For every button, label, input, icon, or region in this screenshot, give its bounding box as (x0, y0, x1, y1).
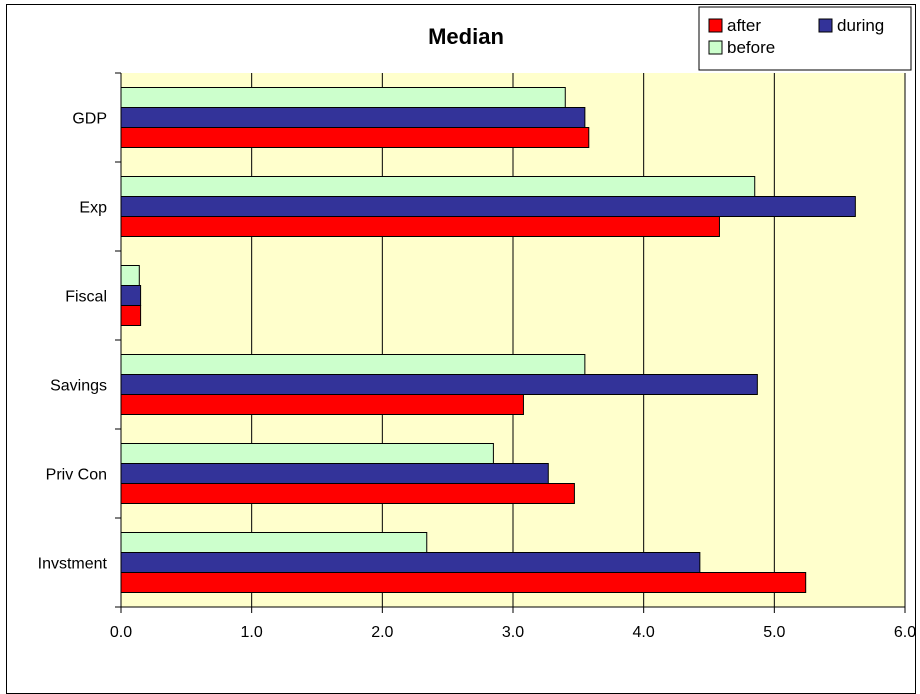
gridlines (251, 73, 906, 607)
bar-after-invstment (120, 572, 807, 593)
legend-label-after: after (727, 16, 761, 35)
bar-before-fiscal (120, 265, 140, 286)
bars (120, 87, 856, 593)
bar-after-savings (120, 394, 524, 415)
legend-swatch-after (708, 18, 723, 33)
bar-during-fiscal (120, 285, 142, 306)
category-label: GDP (72, 111, 107, 128)
x-tick-label: 5.0 (763, 624, 785, 641)
bar-before-exp (120, 176, 756, 197)
x-tick-label: 4.0 (633, 624, 655, 641)
bar-during-savings (120, 374, 758, 395)
bar-during-priv-con (120, 463, 549, 484)
bar-before-invstment (120, 532, 428, 553)
bar-chart: 0.0 1.0 2.0 3.0 4.0 5.0 6.0 GDP Exp Fiscal Savings… (38, 6, 917, 642)
bar-before-gdp (120, 87, 566, 108)
x-tick-label: 1.0 (241, 624, 263, 641)
x-tick-label: 2.0 (371, 624, 393, 641)
bar-before-savings (120, 354, 586, 375)
legend-label-during: during (837, 16, 884, 35)
legend-box (698, 6, 912, 71)
bar-during-exp (120, 196, 856, 217)
bar-after-fiscal (120, 305, 142, 326)
category-label: Savings (50, 378, 107, 395)
legend: after during before (698, 6, 912, 71)
category-label: Exp (79, 200, 107, 217)
x-tick-label: 6.0 (894, 624, 916, 641)
category-label: Priv Con (46, 467, 107, 484)
bar-after-priv-con (120, 483, 575, 504)
axes (115, 72, 906, 613)
bar-after-gdp (120, 127, 590, 148)
bar-during-gdp (120, 107, 586, 128)
legend-label-before: before (727, 38, 775, 57)
category-label: Fiscal (65, 289, 107, 306)
bar-during-invstment (120, 552, 701, 573)
x-tick-label: 0.0 (110, 624, 132, 641)
x-tick-label: 3.0 (502, 624, 524, 641)
legend-swatch-during (818, 18, 833, 33)
bar-before-priv-con (120, 443, 494, 464)
chart-title: Median (428, 24, 504, 49)
axis-labels: 0.0 1.0 2.0 3.0 4.0 5.0 6.0 GDP Exp Fiscal Savings… (38, 111, 917, 642)
legend-swatch-before (708, 40, 723, 55)
bar-after-exp (120, 216, 720, 237)
category-label: Invstment (38, 556, 108, 573)
